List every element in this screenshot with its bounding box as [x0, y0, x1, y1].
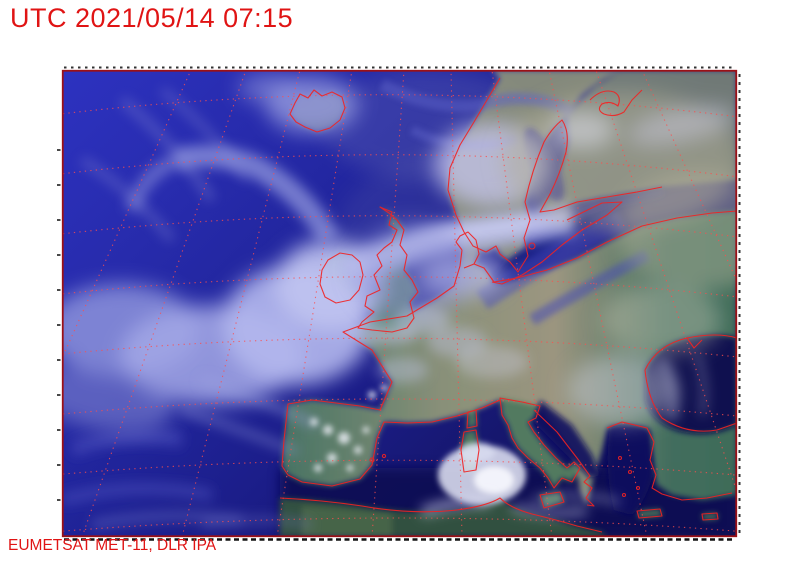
graticule-layer: [62, 70, 737, 537]
cloud-layer: [62, 73, 737, 530]
frame-tick-marks: [57, 66, 741, 541]
credit-label: EUMETSAT MET-11, DLR IPA: [8, 537, 217, 554]
satellite-map-image: [57, 66, 741, 541]
timestamp-label: UTC 2021/05/14 07:15: [10, 3, 294, 33]
europe-satellite-view: [57, 66, 741, 541]
frame-border: [61, 69, 738, 538]
coastline-layer: [279, 77, 737, 533]
